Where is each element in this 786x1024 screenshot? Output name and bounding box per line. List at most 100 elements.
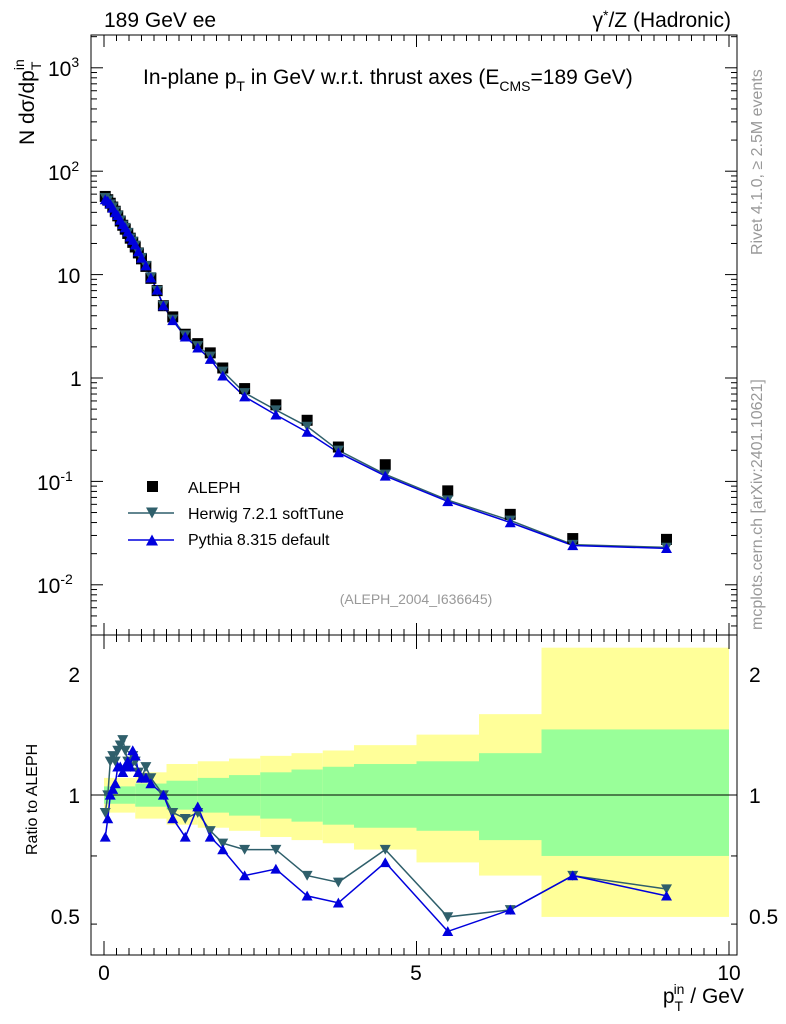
ratio-marker-herwig-7-2-1-softtune	[145, 773, 157, 784]
ratio-marker-pythia-8-315-default	[99, 831, 111, 842]
ratio-marker-pythia-8-315-default	[145, 778, 157, 789]
ratio-marker-pythia-8-315-default	[442, 926, 454, 937]
ratio-marker-pythia-8-315-default	[117, 767, 129, 777]
ratio-marker-pythia-8-315-default	[567, 870, 579, 881]
ratio-bands	[104, 647, 729, 917]
ratio-ytick-label-right-2: 2	[749, 664, 761, 687]
ratio-marker-pythia-8-315-default	[504, 904, 516, 915]
ratio-ytick-label-left-2: 2	[68, 664, 80, 687]
ratio-marker-pythia-8-315-default	[270, 863, 282, 874]
marker-pythia-8-315-default	[217, 370, 229, 381]
main-ytick-label-1e-2: 10-2	[37, 571, 73, 598]
band-inner	[291, 769, 323, 822]
marker-pythia-8-315-default	[301, 426, 313, 437]
ratio-marker-herwig-7-2-1-softtune	[270, 844, 282, 855]
legend: ALEPH Herwig 7.2.1 softTune Pythia 8.315…	[128, 480, 344, 549]
ratio-marker-pythia-8-315-default	[179, 831, 191, 842]
marker-pythia-8-315-default	[442, 496, 454, 507]
marker-pythia-8-315-default	[192, 342, 204, 353]
ratio-ticks	[91, 635, 737, 955]
watermark: (ALEPH_2004_I636645)	[340, 591, 493, 607]
ratio-marker-pythia-8-315-default	[104, 789, 116, 800]
ratio-series	[99, 735, 672, 937]
ratio-marker-pythia-8-315-default	[140, 772, 152, 783]
main-series	[99, 190, 672, 554]
ratio-marker-herwig-7-2-1-softtune	[217, 838, 229, 849]
main-ytick-label-1e-1: 10-1	[37, 468, 73, 495]
marker-pythia-8-315-default	[145, 272, 157, 283]
main-ytick-label-1e2: 102	[48, 158, 79, 185]
legend-marker-pythia	[146, 534, 158, 546]
header-left-label: 189 GeV ee	[104, 9, 216, 32]
band-inner	[416, 761, 479, 831]
xlabel: pTin / GeV	[663, 981, 744, 1014]
main-ytick-label-10: 10	[57, 265, 80, 288]
ratio-marker-pythia-8-315-default	[107, 784, 119, 794]
ratio-marker-pythia-8-315-default	[157, 789, 169, 800]
ratio-marker-herwig-7-2-1-softtune	[661, 884, 672, 895]
ratio-ytick-label-left-0.5: 0.5	[51, 906, 80, 929]
marker-pythia-8-315-default	[332, 447, 344, 458]
ratio-marker-herwig-7-2-1-softtune	[117, 735, 129, 746]
marker-pythia-8-315-default	[504, 517, 516, 528]
ratio-marker-pythia-8-315-default	[301, 890, 313, 901]
xtick-label-0: 0	[98, 962, 110, 985]
data-point-aleph	[270, 399, 282, 411]
legend-label-pythia: Pythia 8.315 default	[188, 532, 330, 549]
ratio-marker-pythia-8-315-default	[661, 890, 672, 901]
ratio-marker-herwig-7-2-1-softtune	[179, 813, 191, 824]
ratio-ylabel: Ratio to ALEPH	[24, 744, 41, 855]
main-ytick-label-1: 1	[70, 368, 82, 391]
legend-marker-herwig	[146, 507, 158, 519]
mcplots-label: mcplots.cern.ch [arXiv:2401.10621]	[749, 379, 766, 630]
marker-pythia-8-315-default	[379, 470, 391, 481]
legend-label-herwig: Herwig 7.2.1 softTune	[188, 506, 344, 523]
ratio-marker-pythia-8-315-default	[124, 761, 136, 772]
main-plot: In-plane pT in GeV w.r.t. thrust axes (E…	[11, 34, 738, 636]
data-point-aleph	[661, 533, 672, 545]
data-point-aleph	[442, 485, 454, 497]
main-title: In-plane pT in GeV w.r.t. thrust axes (E…	[143, 66, 633, 94]
band-inner	[322, 766, 354, 825]
ratio-plot: Ratio to ALEPH 0.5 1 2 0.5 1 2 0 5 10 pT…	[24, 634, 778, 1014]
ratio-marker-herwig-7-2-1-softtune	[99, 807, 111, 818]
ratio-marker-herwig-7-2-1-softtune	[167, 807, 179, 818]
xtick-label-10: 10	[717, 962, 740, 985]
marker-pythia-8-315-default	[567, 540, 579, 551]
marker-herwig-7-2-1-softtune	[301, 421, 313, 432]
ratio-marker-herwig-7-2-1-softtune	[204, 826, 216, 837]
data-point-aleph	[379, 459, 391, 471]
marker-pythia-8-315-default	[167, 315, 179, 326]
ratio-marker-herwig-7-2-1-softtune	[442, 912, 454, 923]
marker-pythia-8-315-default	[239, 391, 251, 402]
main-ticks	[91, 35, 737, 635]
marker-pythia-8-315-default	[661, 543, 672, 554]
ratio-ytick-label-left-1: 1	[68, 785, 80, 808]
ratio-marker-pythia-8-315-default	[102, 813, 114, 824]
ratio-marker-herwig-7-2-1-softtune	[239, 844, 251, 855]
ratio-marker-pythia-8-315-default	[379, 857, 391, 868]
data-point-aleph	[301, 414, 313, 426]
ratio-marker-herwig-7-2-1-softtune	[119, 745, 131, 756]
ratio-marker-herwig-7-2-1-softtune	[379, 844, 391, 855]
ratio-ytick-label-right-0.5: 0.5	[749, 906, 778, 929]
rivet-label: Rivet 4.1.0, ≥ 2.5M events	[749, 69, 766, 255]
marker-pythia-8-315-default	[270, 409, 282, 420]
marker-pythia-8-315-default	[204, 353, 216, 364]
ratio-marker-pythia-8-315-default	[109, 778, 121, 789]
header-right-label: γ*/Z (Hadronic)	[593, 7, 731, 32]
ratio-marker-herwig-7-2-1-softtune	[332, 877, 344, 888]
ratio-ytick-label-right-1: 1	[749, 785, 761, 808]
data-point-aleph	[567, 533, 579, 545]
ratio-marker-herwig-7-2-1-softtune	[107, 751, 119, 762]
marker-pythia-8-315-default	[140, 260, 152, 271]
ratio-marker-herwig-7-2-1-softtune	[109, 756, 121, 767]
main-ylabel: N dσ/dpTin	[11, 59, 44, 145]
ratio-marker-herwig-7-2-1-softtune	[301, 870, 313, 881]
ratio-marker-pythia-8-315-default	[332, 897, 344, 908]
band-inner	[541, 729, 729, 856]
marker-pythia-8-315-default	[157, 300, 169, 311]
ratio-marker-pythia-8-315-default	[192, 801, 204, 812]
marker-pythia-8-315-default	[136, 252, 147, 263]
